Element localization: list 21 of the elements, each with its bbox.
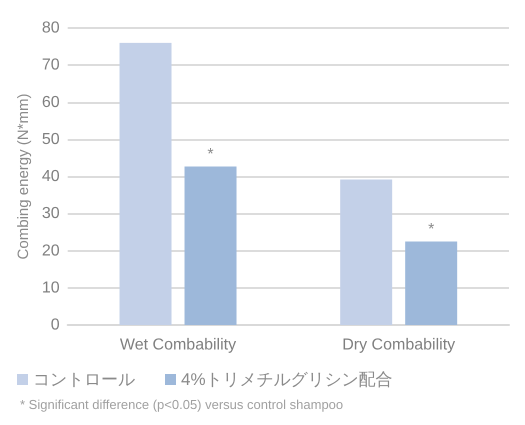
legend-label: コントロール (33, 370, 135, 389)
legend-label: 4%トリメチルグリシン配合 (181, 370, 393, 389)
y-tick-label: 30 (42, 205, 60, 222)
annotation: * (207, 146, 214, 163)
y-tick-label: 80 (42, 20, 60, 36)
text: * Significant difference (p<0.05) versus control shampoo (20, 397, 344, 412)
bar (405, 241, 458, 325)
bar (120, 42, 172, 325)
y-tick-label: 50 (42, 130, 60, 148)
y-tick-label: 40 (42, 168, 60, 185)
y-tick-label: 70 (42, 56, 60, 74)
y-axis-title: Combing energy (N*mm) (15, 94, 32, 260)
bar (340, 179, 392, 325)
y-tick-label: 10 (42, 279, 60, 296)
y-tick-label: 20 (42, 242, 60, 260)
x-tick-label: Wet Combability (120, 336, 236, 354)
y-tick-label: 0 (50, 316, 60, 334)
bar (184, 166, 237, 325)
x-tick-label: Dry Combability (342, 336, 456, 354)
y-tick-label: 60 (42, 94, 60, 111)
annotation: * (428, 220, 434, 238)
